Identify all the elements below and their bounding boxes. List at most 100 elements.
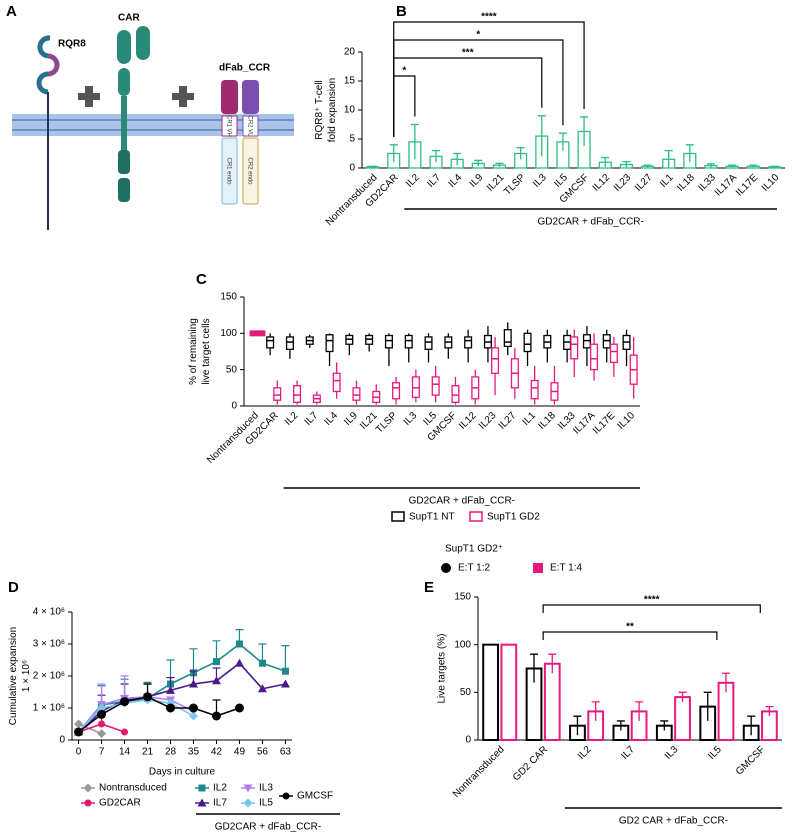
legend-swatch — [469, 511, 483, 522]
y-axis-label: % of remaining — [188, 318, 199, 385]
bar — [500, 643, 518, 742]
error-bar — [120, 675, 129, 699]
y-tick-label: 0 — [59, 735, 65, 746]
x-tick-label: IL4 — [322, 410, 340, 428]
x-tick-label: GD2 CAR — [511, 744, 550, 783]
legend-marker — [243, 798, 253, 808]
error-bar — [530, 653, 539, 683]
legend-label: E:T 1:2 — [458, 563, 490, 574]
y-tick-label: 2 × 10⁶ — [33, 671, 65, 682]
legend-label: IL2 — [213, 783, 227, 794]
error-bar — [685, 144, 694, 163]
panel-label: B — [396, 3, 407, 20]
error-bar — [728, 164, 737, 168]
x-tick-label: IL7 — [425, 172, 443, 190]
rqr8-domain — [36, 71, 49, 95]
x-tick-label: IL3 — [402, 410, 420, 428]
significance-label: * — [402, 66, 406, 77]
group-label: GD2CAR + dFab_CCR- — [215, 822, 321, 833]
significance-bracket — [542, 631, 718, 640]
group-label: GD2CAR + dFab_CCR- — [409, 496, 515, 507]
legend-marker — [533, 563, 543, 573]
legend-marker — [84, 799, 92, 807]
endo-label: CR2 endo — [246, 157, 252, 185]
bar — [674, 696, 691, 741]
error-bar — [770, 165, 779, 168]
panel-label: C — [196, 271, 207, 288]
y-tick-label: 100 — [220, 328, 237, 339]
x-tick-label: IL18 — [675, 172, 697, 194]
y-tick-label: 0 — [231, 401, 237, 412]
error-bar — [747, 715, 756, 736]
legend-title: SupT1 GD2⁺ — [445, 544, 503, 555]
marker — [258, 659, 266, 667]
group-label: GD2CAR + dFab_CCR- — [537, 217, 643, 228]
error-bar — [721, 672, 730, 693]
x-tick-label: GMCSF — [734, 744, 767, 777]
x-tick-label: IL3 — [531, 172, 549, 190]
marker — [234, 658, 244, 667]
error-bar — [558, 132, 567, 151]
x-tick-label: 14 — [119, 747, 131, 758]
x-tick-label: IL7 — [303, 410, 321, 428]
legend-label: GMCSF — [297, 791, 333, 802]
x-axis-label: Days in culture — [149, 767, 216, 778]
marker — [257, 684, 267, 693]
error-bar — [643, 164, 652, 168]
error-bar — [495, 162, 504, 167]
panel-a: A RQR8 CAR CR1 VH CR2 VL CR1 endo CR2 en… — [6, 3, 294, 230]
rqr8-label: RQR8 — [58, 39, 86, 50]
box — [392, 382, 401, 400]
x-tick-label: IL5 — [706, 744, 724, 762]
y-tick-label: 100 — [454, 639, 471, 650]
error-bar — [389, 144, 398, 163]
car-domain — [118, 150, 130, 174]
x-tick-label: IL12 — [457, 410, 479, 432]
x-tick-label: IL1 — [520, 410, 538, 428]
box — [609, 343, 618, 364]
x-tick-label: IL17E — [734, 172, 760, 198]
x-tick-label: 35 — [188, 747, 200, 758]
x-tick-label: IL17A — [713, 172, 739, 198]
error-bar — [678, 691, 687, 702]
y-tick-label: 50 — [226, 364, 238, 375]
box — [570, 336, 579, 360]
marker — [166, 685, 176, 694]
line — [77, 695, 194, 733]
car-domain — [118, 68, 130, 96]
endo-domain — [242, 137, 259, 205]
legend-marker — [441, 563, 451, 573]
line — [77, 642, 286, 733]
legend-marker — [197, 798, 207, 807]
box — [503, 329, 512, 348]
significance-label: *** — [462, 48, 474, 59]
y-tick-label: 150 — [454, 592, 471, 603]
marker — [188, 703, 198, 713]
x-tick-label: IL9 — [342, 410, 360, 428]
line — [77, 699, 194, 733]
box — [523, 332, 532, 353]
error-bar — [706, 163, 715, 168]
marker — [166, 703, 176, 713]
y-tick-label: 3 × 10⁶ — [33, 639, 65, 650]
y-tick-label: 20 — [344, 47, 356, 58]
x-tick-label: 56 — [257, 747, 269, 758]
legend-label: Nontransduced — [99, 783, 167, 794]
marker — [212, 658, 220, 666]
marker — [74, 719, 84, 729]
car-label: CAR — [118, 13, 140, 24]
marker — [188, 711, 198, 721]
box — [249, 330, 266, 337]
x-tick-label: IL4 — [447, 172, 465, 190]
y-tick-label: 5 — [349, 134, 355, 145]
significance-bracket — [393, 39, 564, 137]
y-tick-label: 1 × 10⁶ — [33, 703, 65, 714]
plus — [179, 86, 187, 107]
legend-marker — [282, 792, 290, 800]
box — [332, 372, 341, 393]
error-bar — [432, 149, 441, 163]
error-bar — [453, 152, 462, 166]
legend-marker — [83, 783, 93, 793]
y-tick-label: 150 — [220, 292, 237, 303]
x-tick-label: IL10 — [760, 172, 782, 194]
